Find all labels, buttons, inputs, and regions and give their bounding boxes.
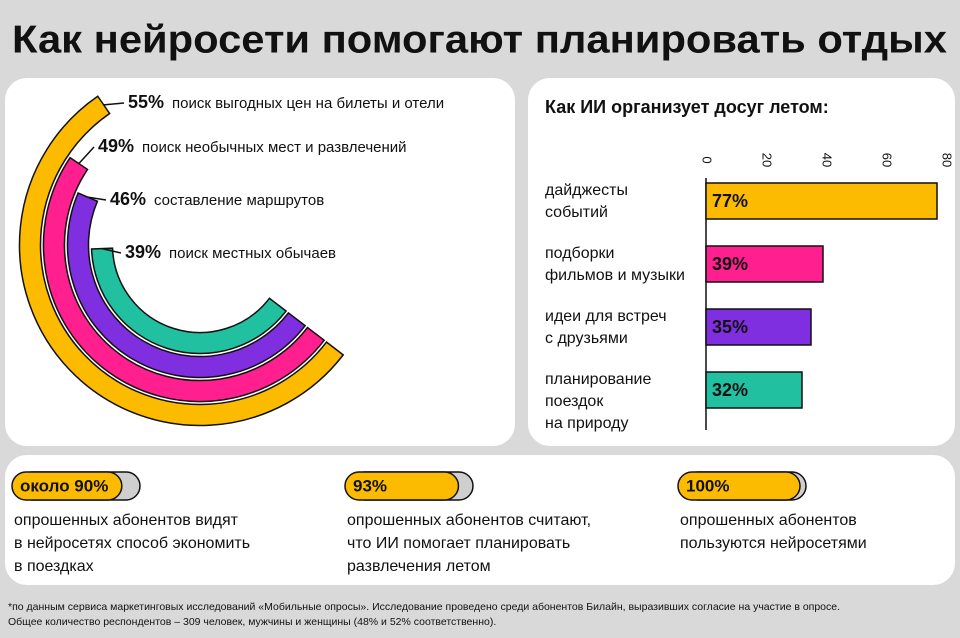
- category-label: фильмов и музыки: [545, 267, 685, 284]
- stat-text: опрошенных абонентов считают,: [347, 512, 591, 529]
- category-label: подборки: [545, 245, 614, 262]
- stat-text: пользуются нейросетями: [680, 535, 867, 552]
- bar: [705, 371, 803, 409]
- footnote: *по данным сервиса маркетинговых исследо…: [8, 601, 840, 613]
- stat-text: что ИИ помогает планировать: [347, 535, 570, 552]
- pill-fill: [11, 471, 123, 501]
- value-label: 39%: [712, 254, 748, 274]
- value-label: 39%: [125, 242, 161, 262]
- stat-label: около 90%: [20, 476, 108, 495]
- footnote: Общее количество респондентов – 309 чело…: [8, 616, 496, 628]
- connector: [78, 146, 95, 165]
- connector: [87, 196, 107, 201]
- bar: [705, 245, 824, 283]
- page-title: Как нейросети помогают планировать отдых: [12, 18, 947, 61]
- radial-bar: [18, 95, 345, 427]
- category-label: с друзьями: [545, 330, 628, 347]
- value-label: 35%: [712, 317, 748, 337]
- connector: [101, 247, 122, 254]
- pill-fill: [344, 471, 460, 501]
- category-label: дайджесты: [545, 182, 628, 199]
- stat-text: в поездках: [14, 558, 94, 575]
- bar: [705, 308, 812, 346]
- value-label: 49%: [98, 136, 134, 156]
- category-label: поездок: [545, 393, 604, 410]
- value-label: 55%: [128, 92, 164, 112]
- pill-fill: [677, 471, 801, 501]
- category-label: поиск местных обычаев: [169, 245, 336, 262]
- stat-text: в нейросетях способ экономить: [14, 535, 250, 552]
- category-label: поиск необычных мест и развлечений: [142, 139, 407, 156]
- radial-bar: [90, 247, 288, 355]
- stat-label: 93%: [353, 476, 387, 495]
- category-label: на природу: [545, 415, 628, 432]
- stat-text: развлечения летом: [347, 558, 491, 575]
- stat-text: опрошенных абонентов: [680, 512, 857, 529]
- stat-text: опрошенных абонентов видят: [14, 512, 239, 529]
- x-tick-label: 60: [880, 153, 895, 167]
- connector: [103, 102, 125, 106]
- chart-title: Как ИИ организует досуг летом:: [545, 97, 829, 117]
- category-label: поиск выгодных цен на билеты и отели: [172, 95, 444, 112]
- x-tick-label: 80: [940, 153, 955, 167]
- value-label: 77%: [712, 191, 748, 211]
- bar: [705, 182, 938, 220]
- x-tick-label: 20: [760, 153, 775, 167]
- radial-bar: [42, 156, 326, 403]
- category-label: составление маршрутов: [154, 192, 324, 209]
- radial-bar: [66, 192, 307, 379]
- category-label: планирование: [545, 371, 651, 388]
- x-tick-label: 0: [700, 156, 715, 163]
- x-tick-label: 40: [820, 153, 835, 167]
- category-label: событий: [545, 204, 608, 221]
- value-label: 32%: [712, 380, 748, 400]
- stat-label: 100%: [686, 476, 729, 495]
- value-label: 46%: [110, 189, 146, 209]
- category-label: идеи для встреч: [545, 308, 667, 325]
